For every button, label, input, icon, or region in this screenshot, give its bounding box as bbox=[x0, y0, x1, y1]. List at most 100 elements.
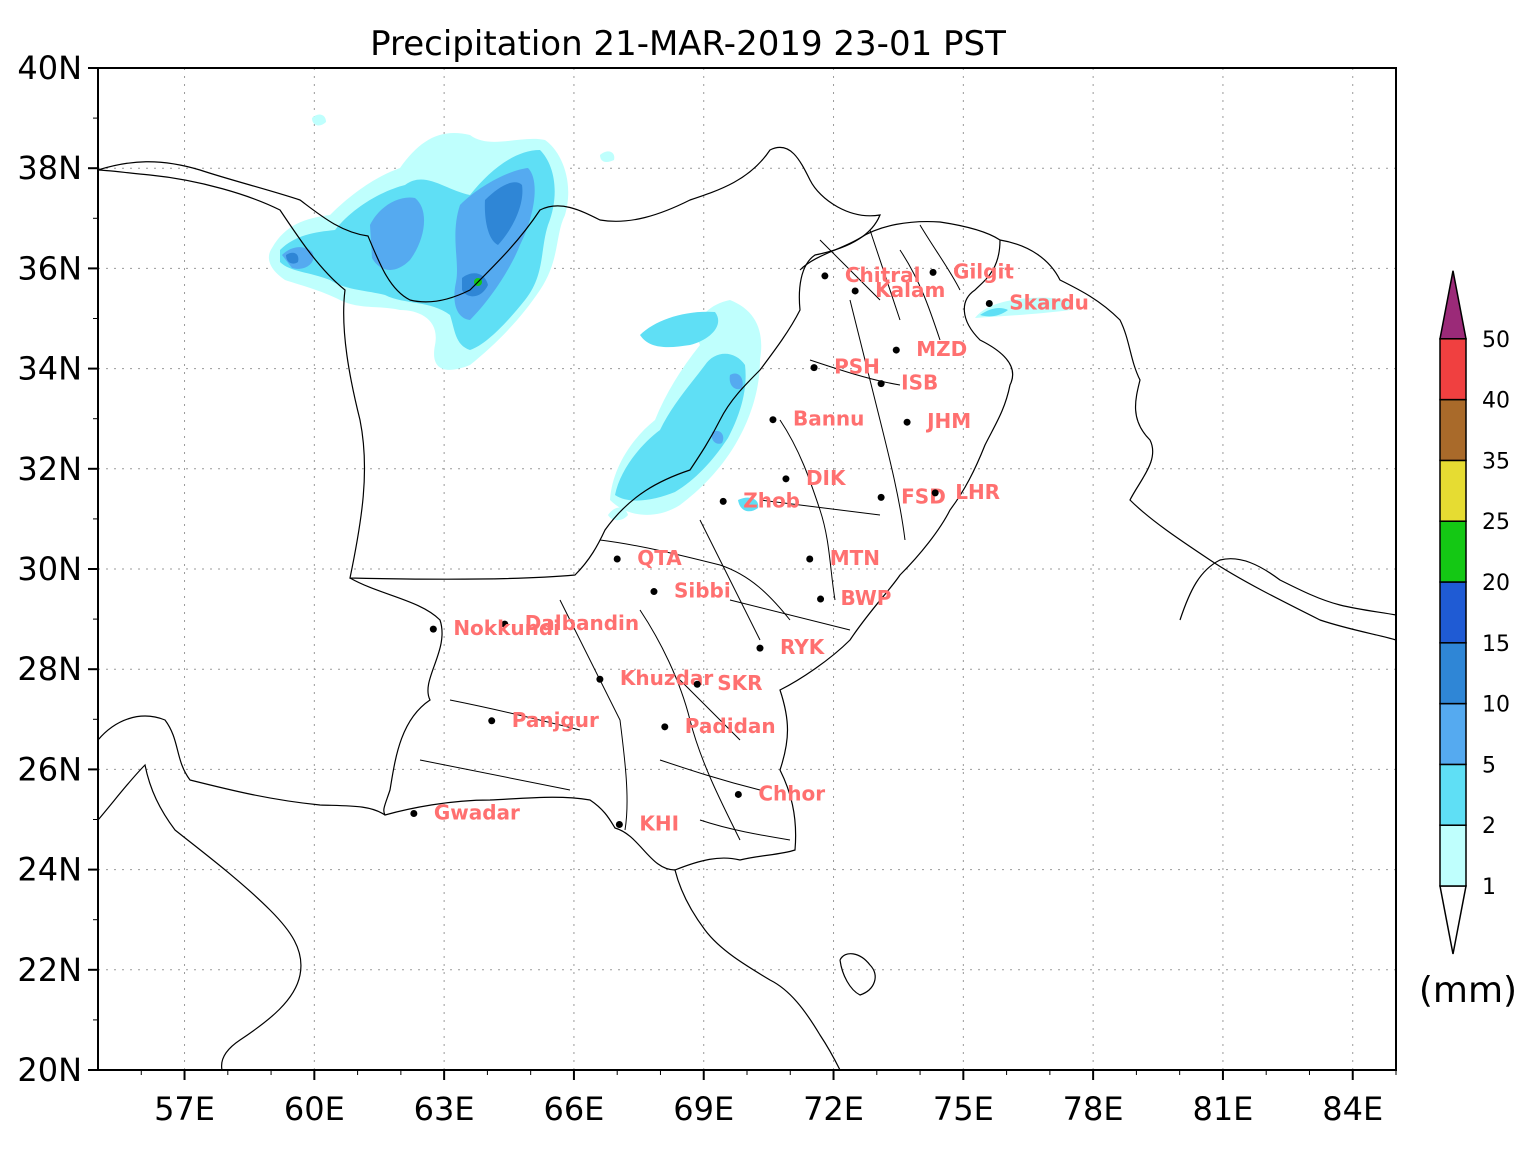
city-label: Chitral bbox=[845, 263, 921, 287]
latitude-labels: 40N 38N 36N 34N 32N 30N 28N 26N 24N 22N 20N bbox=[17, 49, 82, 1089]
lat-tick-label: 40N bbox=[17, 49, 82, 87]
precipitation-shading bbox=[268, 114, 1073, 521]
lat-tick-label: 22N bbox=[17, 951, 82, 989]
lat-tick-label: 26N bbox=[17, 750, 82, 788]
legend-level-label: 35 bbox=[1482, 449, 1510, 474]
lat-tick-label: 30N bbox=[17, 550, 82, 588]
city-label: FSD bbox=[901, 484, 946, 508]
city-label: RYK bbox=[780, 635, 826, 659]
lon-tick-label: 81E bbox=[1192, 1090, 1253, 1128]
india-west-coast bbox=[674, 869, 841, 1071]
india-border bbox=[999, 239, 1397, 641]
precip-area-1mm-small-2 bbox=[600, 151, 615, 163]
precip-area-2mm-east bbox=[615, 311, 746, 501]
legend-over-arrow bbox=[1439, 270, 1467, 340]
city-dot bbox=[782, 475, 790, 483]
lon-tick-label: 75E bbox=[933, 1090, 994, 1128]
afghanistan-border bbox=[97, 146, 881, 580]
city-dot bbox=[719, 497, 727, 505]
city-dot bbox=[650, 588, 658, 596]
city-dot bbox=[892, 346, 900, 354]
city-dot bbox=[877, 380, 885, 388]
arabia-coast bbox=[97, 763, 302, 1071]
legend-level-label: 5 bbox=[1482, 753, 1496, 778]
lon-tick-label: 78E bbox=[1063, 1090, 1124, 1128]
city-label: Gilgit bbox=[953, 259, 1014, 283]
city-dot bbox=[931, 489, 939, 497]
legend-swatch bbox=[1439, 459, 1467, 522]
city-label: JHM bbox=[925, 409, 971, 433]
lon-tick-label: 66E bbox=[543, 1090, 604, 1128]
city-markers: Chitral Gilgit Kalam Skardu MZD PSH ISB Bannu JH… bbox=[410, 259, 1089, 836]
pakistan-border bbox=[349, 221, 1014, 871]
city-dot bbox=[488, 717, 496, 725]
city-label: LHR bbox=[955, 480, 1000, 504]
lat-tick-label: 20N bbox=[17, 1051, 82, 1089]
city-label: Nokkundi bbox=[453, 616, 560, 640]
india-gulf bbox=[839, 953, 876, 996]
city-dot bbox=[821, 272, 829, 280]
unit-label: (mm) bbox=[1419, 970, 1517, 1011]
lat-tick-label: 36N bbox=[17, 249, 82, 287]
city-label: BWP bbox=[841, 586, 892, 610]
city-label: KHI bbox=[639, 812, 679, 836]
city-dot bbox=[734, 790, 742, 798]
lat-tick-label: 38N bbox=[17, 149, 82, 187]
lon-tick-label: 84E bbox=[1322, 1090, 1383, 1128]
lat-tick-label: 34N bbox=[17, 350, 82, 388]
district-boundaries bbox=[419, 224, 961, 841]
city-dot bbox=[693, 680, 701, 688]
legend-swatch bbox=[1439, 338, 1467, 401]
legend-level-label: 10 bbox=[1482, 693, 1510, 718]
lon-tick-label: 63E bbox=[414, 1090, 475, 1128]
plot-frame bbox=[97, 67, 1397, 1071]
city-label: ISB bbox=[901, 371, 938, 395]
coastlines-and-borders bbox=[97, 146, 1397, 1071]
city-dot bbox=[756, 644, 764, 652]
city-dot bbox=[615, 821, 623, 829]
city-dot bbox=[806, 555, 814, 563]
longitude-labels: 57E 60E 63E 66E 69E 72E 75E 78E 81E 84E bbox=[154, 1090, 1383, 1128]
city-label: SKR bbox=[717, 671, 762, 695]
city-dot bbox=[817, 595, 825, 603]
legend-level-label: 2 bbox=[1482, 814, 1496, 839]
legend-swatch bbox=[1439, 702, 1467, 766]
precip-area-1mm-small-1 bbox=[312, 114, 326, 126]
precip-area-2mm-small-5 bbox=[738, 497, 759, 512]
precip-area-2mm-small-3 bbox=[980, 307, 1008, 317]
legend-swatch bbox=[1439, 824, 1467, 887]
lon-tick-label: 72E bbox=[803, 1090, 864, 1128]
city-dot bbox=[877, 493, 885, 501]
city-label: QTA bbox=[637, 546, 682, 570]
city-dot bbox=[596, 675, 604, 683]
precip-area-5mm-east bbox=[711, 373, 743, 444]
legend-swatch bbox=[1439, 763, 1467, 826]
legend-swatch bbox=[1439, 581, 1467, 644]
city-dot bbox=[613, 555, 621, 563]
city-label: Dalbandin bbox=[525, 611, 639, 635]
legend-level-label: 20 bbox=[1482, 571, 1510, 596]
lon-tick-label: 69E bbox=[673, 1090, 734, 1128]
precip-area-10mm bbox=[286, 182, 523, 297]
city-dot bbox=[661, 723, 669, 731]
lat-tick-label: 32N bbox=[17, 450, 82, 488]
district-lines-1 bbox=[419, 519, 791, 841]
map-title: Precipitation 21-MAR-2019 23-01 PST bbox=[370, 24, 1006, 64]
city-label: Kalam bbox=[875, 278, 945, 302]
lat-tick-label: 28N bbox=[17, 650, 82, 688]
legend-level-label: 15 bbox=[1482, 632, 1510, 657]
city-dot bbox=[929, 268, 937, 276]
lon-tick-label: 57E bbox=[154, 1090, 215, 1128]
city-dot bbox=[985, 299, 993, 307]
legend-swatch bbox=[1439, 398, 1467, 462]
city-label: Panjgur bbox=[512, 708, 599, 732]
city-label: Sibbi bbox=[674, 579, 731, 603]
gridlines bbox=[98, 68, 1396, 1070]
city-dot bbox=[501, 620, 509, 628]
city-label: MTN bbox=[830, 546, 880, 570]
city-label: PSH bbox=[834, 355, 880, 379]
legend-swatch bbox=[1439, 520, 1467, 583]
